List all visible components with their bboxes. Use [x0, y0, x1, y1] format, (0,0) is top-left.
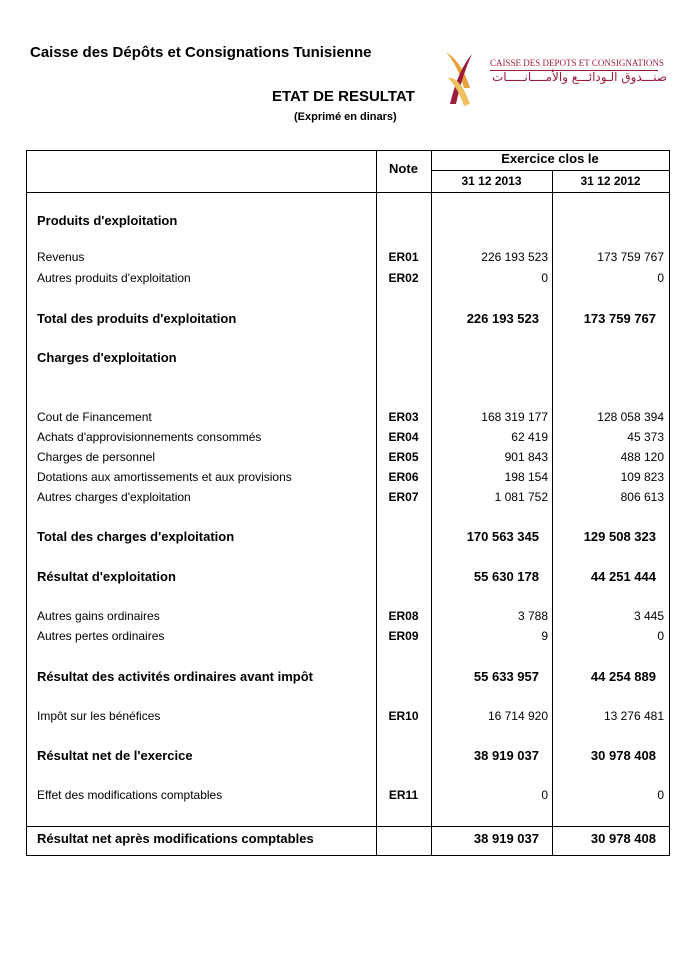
value-2013: 0 — [541, 788, 548, 802]
row-label: Total des produits d'exploitation — [37, 311, 237, 326]
row-label: Résultat net après modifications comptab… — [37, 831, 314, 846]
border — [552, 170, 553, 856]
row-label: Effet des modifications comptables — [37, 788, 223, 802]
value-2012: 173 759 767 — [583, 311, 656, 326]
value-2012: 3 445 — [633, 609, 664, 623]
border — [431, 170, 670, 171]
row-note: ER02 — [388, 271, 419, 285]
border — [26, 150, 27, 856]
border — [26, 150, 670, 151]
row-note: ER01 — [388, 250, 419, 264]
row-label: Total des charges d'exploitation — [37, 529, 235, 544]
value-2013: 226 193 523 — [481, 250, 548, 264]
value-2013: 198 154 — [504, 470, 548, 484]
column-header: Note — [389, 161, 418, 176]
row-note: ER11 — [388, 788, 419, 802]
border — [26, 826, 670, 827]
value-2013: 0 — [541, 271, 548, 285]
column-header: 31 12 2013 — [461, 174, 522, 188]
value-2012: 45 373 — [627, 430, 664, 444]
value-2013: 1 081 752 — [494, 490, 548, 504]
row-label: Revenus — [37, 250, 85, 264]
value-2012: 0 — [657, 788, 664, 802]
value-2013: 62 419 — [511, 430, 548, 444]
row-label: Autres gains ordinaires — [37, 609, 160, 623]
document-title: ETAT DE RESULTAT — [272, 88, 415, 105]
border — [376, 150, 377, 856]
row-label: Charges de personnel — [37, 450, 156, 464]
value-2012: 488 120 — [620, 450, 664, 464]
value-2012: 0 — [657, 629, 664, 643]
value-2013: 3 788 — [517, 609, 548, 623]
value-2012: 173 759 767 — [597, 250, 664, 264]
value-2012: 128 058 394 — [597, 410, 664, 424]
row-label: Produits d'exploitation — [37, 213, 178, 228]
value-2013: 38 919 037 — [473, 748, 539, 763]
column-header: Exercice clos le — [501, 151, 599, 166]
row-note: ER10 — [388, 709, 419, 723]
row-label: Autres pertes ordinaires — [37, 629, 165, 643]
document-subtitle: (Exprimé en dinars) — [294, 111, 397, 123]
row-label: Résultat net de l'exercice — [37, 748, 193, 763]
value-2012: 44 254 889 — [590, 669, 656, 684]
logo-latin: CAISSE DES DEPOTS ET CONSIGNATIONS — [490, 58, 664, 68]
row-label: Autres charges d'exploitation — [37, 490, 191, 504]
value-2013: 226 193 523 — [466, 311, 539, 326]
border — [669, 150, 670, 856]
row-note: ER09 — [388, 629, 419, 643]
logo-rule — [490, 70, 658, 71]
value-2013: 170 563 345 — [466, 529, 539, 544]
row-label: Autres produits d'exploitation — [37, 271, 191, 285]
row-label: Dotations aux amortissements et aux prov… — [37, 470, 292, 484]
row-label: Impôt sur les bénéfices — [37, 709, 161, 723]
value-2013: 16 714 920 — [487, 709, 548, 723]
border — [431, 150, 432, 856]
row-label: Achats d'approvisionnements consommés — [37, 430, 262, 444]
company-name: Caisse des Dépôts et Consignations Tunis… — [30, 44, 372, 61]
row-note: ER08 — [388, 609, 419, 623]
value-2012: 30 978 408 — [590, 831, 656, 846]
row-note: ER03 — [388, 410, 419, 424]
logo-icon — [446, 52, 472, 106]
row-label: Résultat des activités ordinaires avant … — [37, 669, 313, 684]
border — [26, 855, 670, 856]
value-2012: 30 978 408 — [590, 748, 656, 763]
value-2012: 13 276 481 — [603, 709, 664, 723]
value-2012: 129 508 323 — [583, 529, 656, 544]
row-label: Charges d'exploitation — [37, 350, 177, 365]
value-2013: 55 630 178 — [473, 569, 539, 584]
value-2012: 0 — [657, 271, 664, 285]
value-2013: 38 919 037 — [473, 831, 539, 846]
row-note: ER05 — [388, 450, 419, 464]
row-label: Résultat d'exploitation — [37, 569, 176, 584]
value-2012: 44 251 444 — [590, 569, 656, 584]
value-2013: 9 — [541, 629, 548, 643]
logo-arabic: صنـــدوق الـودائـــع والأمــــانـــــات — [492, 70, 668, 84]
row-note: ER07 — [388, 490, 419, 504]
column-header: 31 12 2012 — [580, 174, 641, 188]
row-note: ER06 — [388, 470, 419, 484]
value-2013: 168 319 177 — [481, 410, 548, 424]
value-2012: 806 613 — [620, 490, 664, 504]
row-note: ER04 — [388, 430, 419, 444]
value-2013: 901 843 — [504, 450, 548, 464]
border — [26, 192, 670, 193]
value-2013: 55 633 957 — [473, 669, 539, 684]
row-label: Cout de Financement — [37, 410, 152, 424]
value-2012: 109 823 — [620, 470, 664, 484]
